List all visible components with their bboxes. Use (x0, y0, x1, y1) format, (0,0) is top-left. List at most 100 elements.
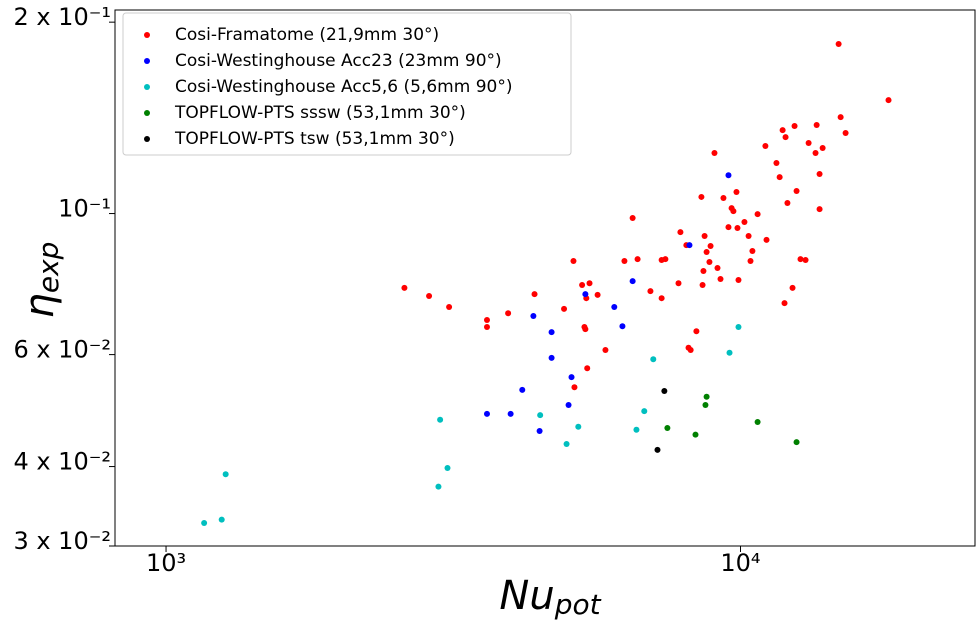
data-point (714, 265, 721, 272)
legend-label: Cosi-Framatome (21,9mm 30°) (175, 25, 439, 45)
data-point (805, 140, 812, 147)
data-point (563, 441, 570, 448)
legend-marker (144, 84, 150, 90)
data-point (791, 123, 798, 130)
legend-label: Cosi-Westinghouse Acc5,6 (5,6mm 90°) (175, 77, 512, 97)
data-point (703, 393, 710, 400)
data-point (802, 257, 809, 264)
y-tick-label: 10⁻¹ (58, 195, 111, 223)
data-point (446, 303, 453, 310)
data-point (717, 275, 724, 282)
x-label-sub: pot (554, 588, 602, 621)
data-point (776, 174, 783, 181)
y-label-sub: exp (32, 242, 65, 294)
data-point (816, 206, 823, 213)
legend-label: Cosi-Westinghouse Acc23 (23mm 90°) (175, 51, 502, 71)
data-point (662, 256, 669, 263)
data-point (707, 243, 714, 250)
legend-label: TOPFLOW-PTS tsw (53,1mm 30°) (174, 129, 455, 149)
data-point (222, 471, 229, 478)
data-point (835, 40, 842, 47)
data-point (437, 416, 444, 423)
data-point (692, 431, 699, 438)
data-point (507, 410, 514, 417)
data-point (519, 386, 526, 393)
data-point (661, 387, 668, 394)
data-point (698, 193, 705, 200)
data-point (793, 188, 800, 195)
data-point (837, 114, 844, 121)
data-point (483, 410, 490, 417)
data-point (611, 303, 618, 310)
data-point (693, 328, 700, 335)
data-point (218, 516, 225, 523)
data-point (773, 159, 780, 166)
data-point (621, 258, 628, 265)
data-point (699, 282, 706, 289)
data-point (686, 242, 693, 249)
legend-box (122, 12, 572, 156)
data-point (816, 170, 823, 177)
data-point (730, 208, 737, 215)
data-point (444, 464, 451, 471)
data-point (703, 249, 710, 256)
data-point (586, 280, 593, 287)
data-point (782, 134, 789, 141)
data-point (675, 280, 682, 287)
data-point (812, 150, 819, 157)
data-point (633, 426, 640, 433)
data-point (813, 122, 820, 129)
legend-marker (144, 110, 150, 116)
x-label-main: Nu (499, 573, 554, 619)
data-point (763, 236, 770, 243)
data-point (754, 419, 761, 426)
data-point (735, 324, 742, 331)
data-point (779, 127, 786, 134)
data-point (658, 295, 665, 302)
legend-label: TOPFLOW-PTS sssw (53,1mm 30°) (174, 103, 466, 123)
data-point (654, 446, 661, 453)
data-point (650, 356, 657, 363)
data-point (426, 292, 433, 299)
data-point (641, 408, 648, 415)
data-point (720, 194, 727, 201)
data-point (536, 427, 543, 434)
x-tick-label: 10⁴ (720, 549, 760, 577)
data-point (435, 483, 442, 490)
data-point (530, 313, 537, 320)
data-point (842, 129, 849, 136)
data-point (548, 354, 555, 361)
data-point (575, 423, 582, 430)
x-tick-label: 10³ (146, 549, 186, 577)
data-point (754, 211, 761, 218)
data-point (745, 232, 752, 239)
data-point (201, 520, 208, 527)
data-point (664, 424, 671, 431)
data-point (702, 401, 709, 408)
legend-marker (144, 58, 150, 64)
data-point (401, 284, 408, 291)
data-point (565, 401, 572, 408)
legend: Cosi-Framatome (21,9mm 30°) Cosi-Westingh… (122, 12, 572, 156)
data-point (711, 150, 718, 157)
data-point (726, 349, 733, 356)
data-point (749, 248, 756, 255)
data-point (629, 215, 636, 222)
legend-marker (144, 32, 150, 38)
data-point (483, 324, 490, 331)
data-point (747, 258, 754, 265)
data-point (733, 189, 740, 196)
data-point (619, 323, 626, 330)
data-point (706, 259, 713, 266)
data-point (561, 305, 568, 312)
y-tick-label: 2 x 10⁻¹ (13, 3, 111, 31)
data-point (483, 317, 490, 324)
data-point (781, 300, 788, 307)
data-point (741, 218, 748, 225)
data-point (762, 143, 769, 150)
data-point (677, 229, 684, 236)
data-point (594, 291, 601, 298)
data-point (602, 347, 609, 354)
data-point (701, 232, 708, 239)
